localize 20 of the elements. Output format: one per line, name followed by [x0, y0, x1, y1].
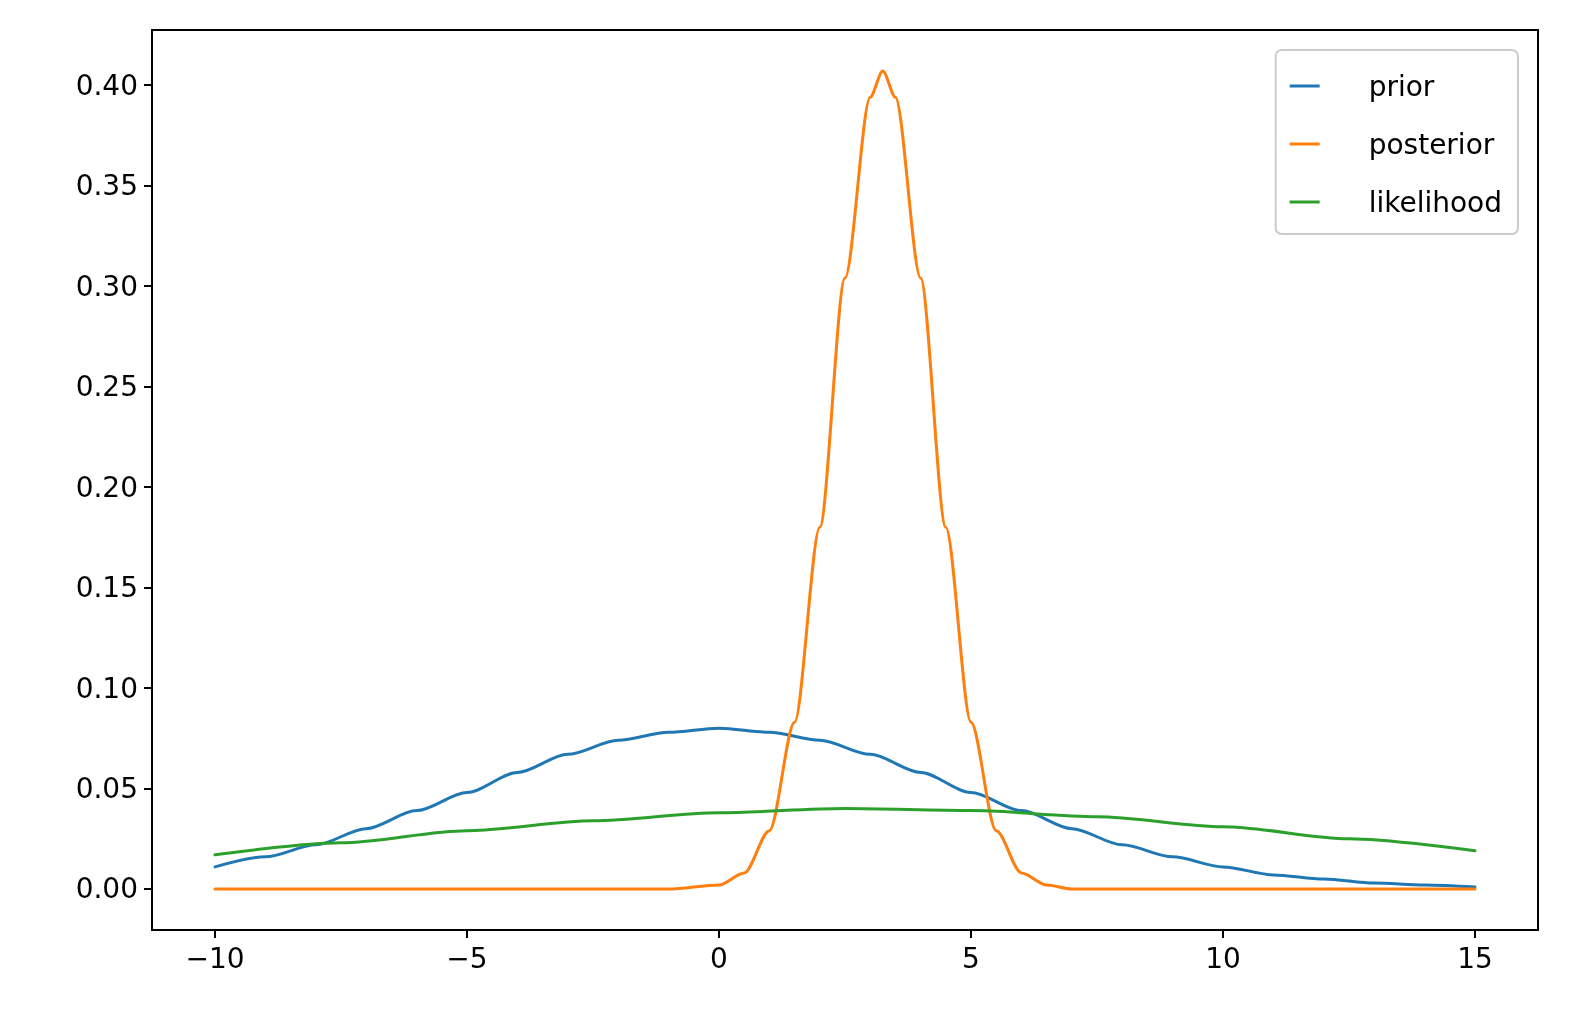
y-tick-label: 0.15: [75, 571, 138, 605]
y-tick-label: 0.40: [75, 68, 138, 102]
y-tick-label: 0.05: [75, 772, 138, 806]
y-tick-label: 0.30: [75, 269, 138, 303]
x-tick-label: −5: [446, 941, 488, 975]
y-tick-label: 0.25: [75, 370, 138, 404]
legend-label: likelihood: [1368, 185, 1502, 219]
y-tick-label: 0.20: [75, 470, 138, 504]
y-tick-label: 0.10: [75, 671, 138, 705]
line-series: [213, 726, 1477, 889]
x-tick-label: −10: [185, 941, 245, 975]
legend-label: posterior: [1368, 127, 1495, 161]
line-series: [213, 807, 1477, 857]
x-tick-label: 15: [1457, 941, 1493, 975]
x-tick-label: 10: [1205, 941, 1241, 975]
y-tick-label: 0.35: [75, 169, 138, 203]
x-tick-label: 0: [710, 941, 728, 975]
x-tick-label: 5: [962, 941, 980, 975]
y-tick-label: 0.00: [75, 872, 138, 906]
legend-label: prior: [1368, 69, 1435, 103]
